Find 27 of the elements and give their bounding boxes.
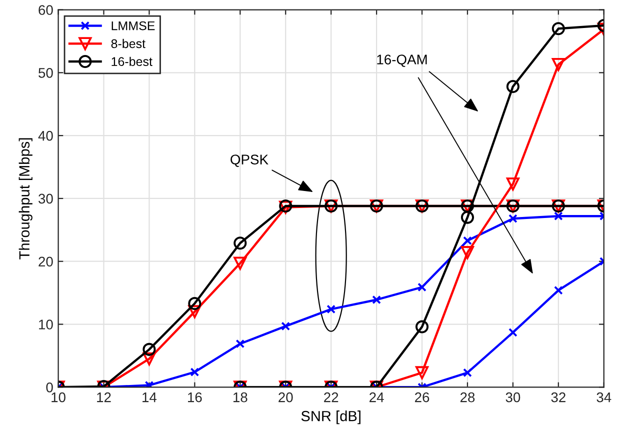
y-tick-label: 30 <box>38 194 53 204</box>
x-tick-label: 26 <box>414 392 430 402</box>
x-tick-label: 14 <box>142 392 157 402</box>
x-tick-label: 34 <box>596 392 612 402</box>
x-axis-title: SNR [dB] <box>301 410 360 424</box>
y-tick-label: 40 <box>38 130 53 141</box>
legend-label: LMMSE <box>112 21 155 30</box>
x-tick-label: 12 <box>97 392 111 402</box>
annotation: 16-QAM <box>377 54 427 67</box>
x-tick-label: 28 <box>460 392 475 402</box>
annotation: QPSK <box>230 154 268 167</box>
x-tick-label: 20 <box>278 392 293 402</box>
x-tick-label: 32 <box>551 392 566 402</box>
x-tick-label: 22 <box>324 392 338 402</box>
y-tick-label: 10 <box>39 320 53 330</box>
y-tick-label: 0 <box>46 382 53 392</box>
y-tick-label: 20 <box>38 256 53 267</box>
x-tick-label: 18 <box>233 392 248 402</box>
x-tick-label: 24 <box>370 392 384 402</box>
y-tick-label: 50 <box>38 68 53 78</box>
x-tick-label: 16 <box>188 392 202 402</box>
x-tick-label: 10 <box>52 392 66 402</box>
legend-label: 8-best <box>111 38 146 48</box>
x-tick-label: 30 <box>506 392 520 402</box>
y-axis-title: Throughput [Mbps] <box>18 138 32 260</box>
legend-label: 16-best <box>112 56 152 66</box>
y-tick-label: 60 <box>38 5 53 15</box>
